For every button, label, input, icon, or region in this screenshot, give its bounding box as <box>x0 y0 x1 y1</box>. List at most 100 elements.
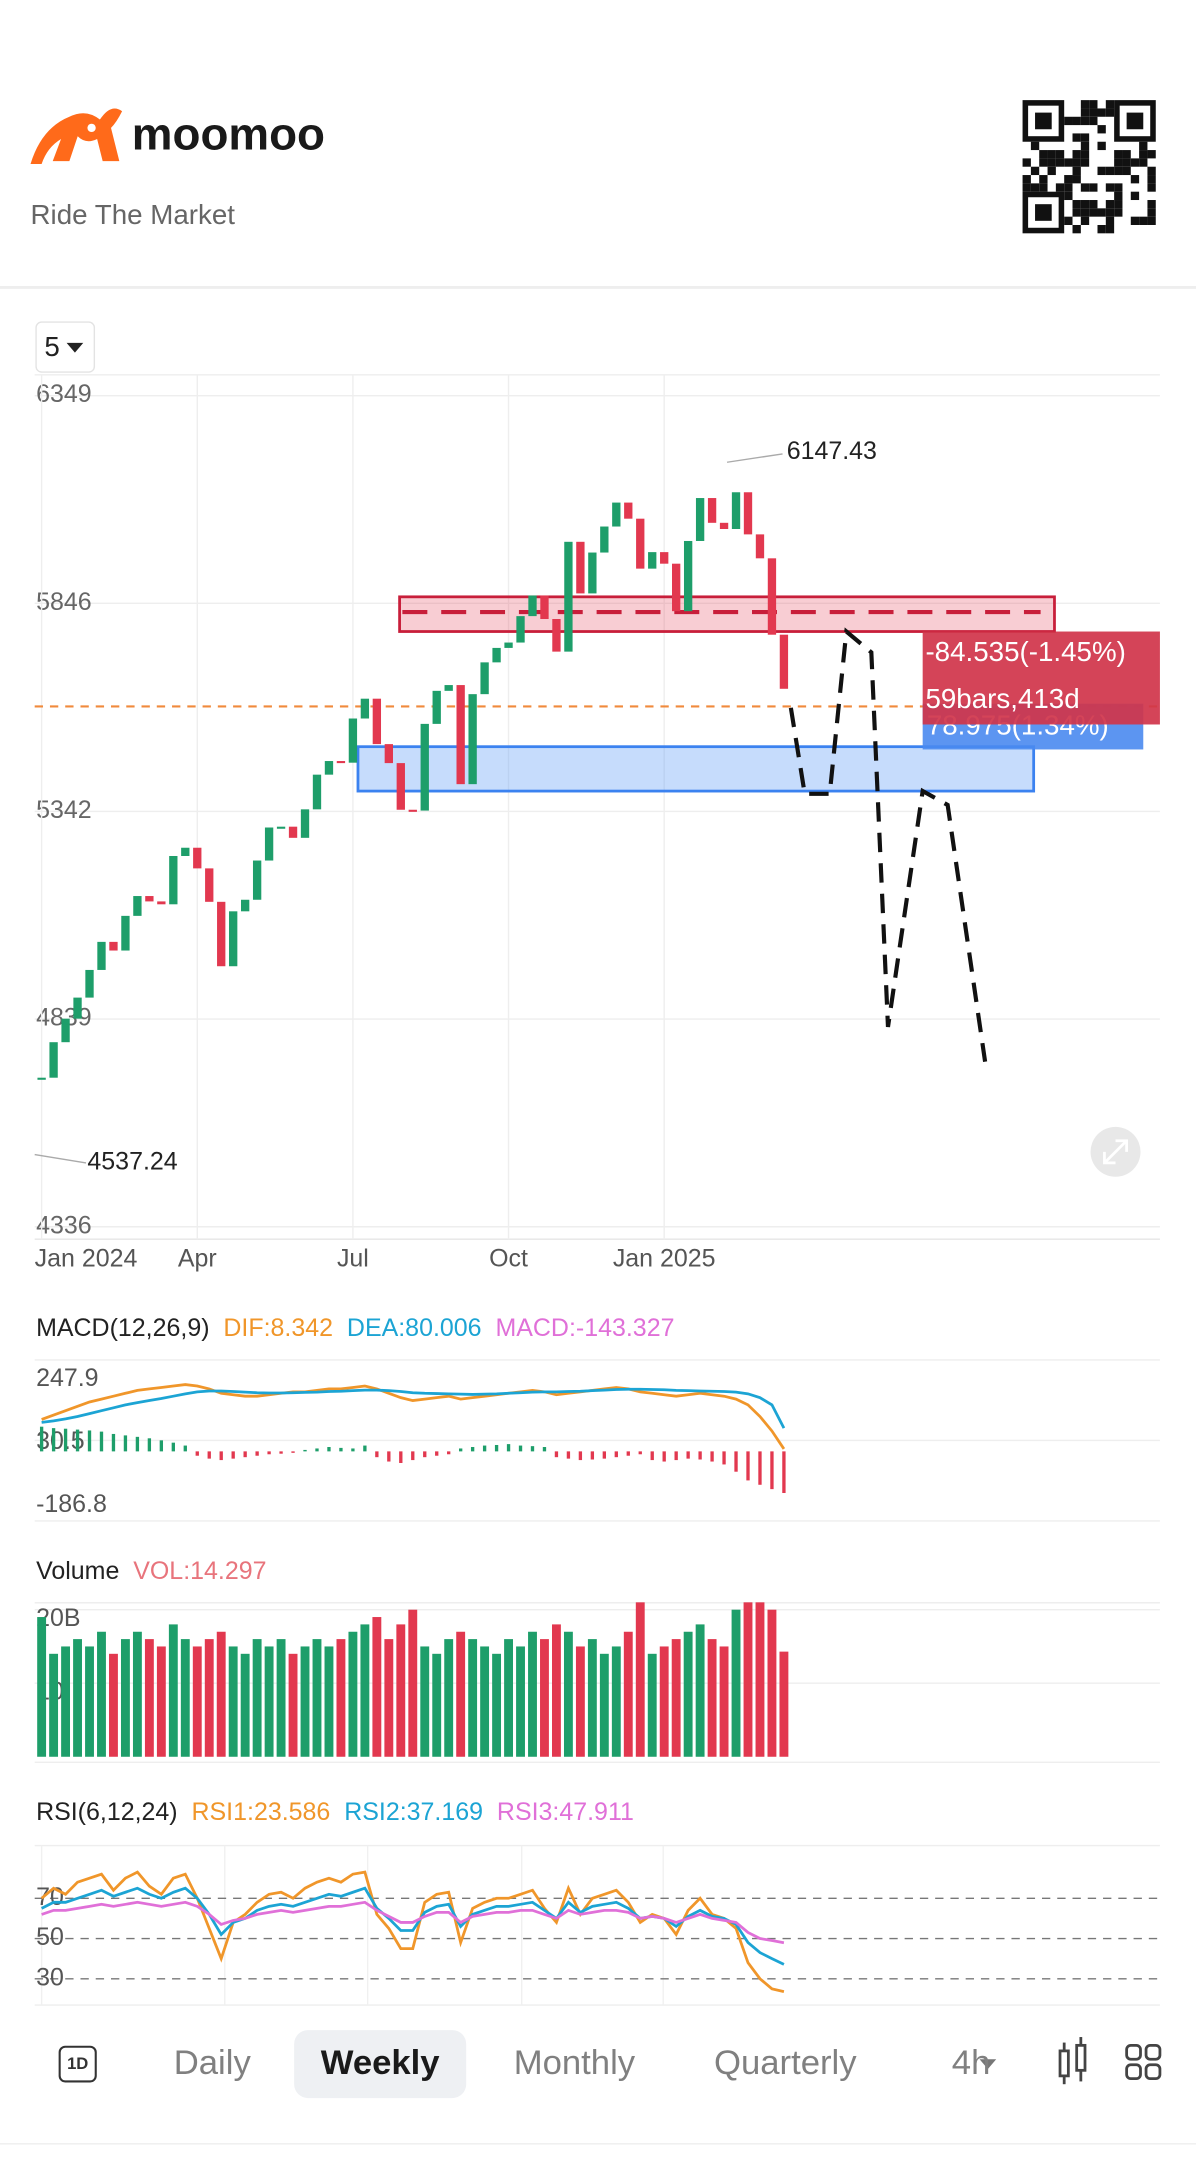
volume-bar <box>540 1639 549 1757</box>
macd-bar <box>207 1451 211 1459</box>
macd-bar <box>734 1451 738 1472</box>
candle <box>252 860 262 900</box>
tab[interactable]: 1D <box>67 2054 88 2073</box>
qr-cell <box>1072 116 1081 126</box>
candle-icon[interactable] <box>1058 2037 1087 2085</box>
qr-cell <box>1147 200 1156 209</box>
volume-bar <box>288 1653 298 1757</box>
period-value[interactable]: 5 <box>44 331 59 362</box>
candle <box>97 941 106 970</box>
candle <box>564 541 573 652</box>
volume-bar <box>575 1646 585 1757</box>
qr-cell <box>1055 183 1065 192</box>
candle <box>504 642 513 648</box>
volume-bar <box>264 1646 274 1757</box>
macd-bar <box>255 1451 259 1456</box>
qr-cell <box>1089 200 1098 209</box>
qr-cell <box>1072 133 1081 142</box>
x-tick-label: Jan 2025 <box>613 1245 716 1273</box>
macd-bar <box>614 1451 618 1458</box>
qr-cell <box>1089 208 1098 217</box>
macd-bar <box>87 1430 92 1452</box>
candle <box>336 761 346 764</box>
macd-bar <box>554 1451 559 1458</box>
candle <box>731 492 741 530</box>
macd-bar <box>758 1451 762 1485</box>
dropdown-arrow[interactable] <box>66 342 84 353</box>
dropdown-arrow[interactable] <box>979 2059 997 2069</box>
macd-bar <box>315 1448 319 1452</box>
candle <box>169 855 178 905</box>
macd-bar <box>566 1451 571 1459</box>
qr-cell <box>1139 158 1148 167</box>
tab[interactable]: Monthly <box>514 2044 636 2082</box>
candle <box>552 619 561 652</box>
qr-cell <box>1105 183 1115 192</box>
volume-bar <box>743 1602 753 1757</box>
tab[interactable]: Quarterly <box>714 2044 857 2082</box>
qr-cell <box>1039 150 1048 159</box>
tab-1d-frame[interactable] <box>58 2045 97 2083</box>
high-label: 6147.43 <box>787 437 877 465</box>
macd-bar <box>231 1451 235 1459</box>
candle <box>648 552 657 569</box>
volume-bar <box>707 1639 717 1757</box>
qr-cell <box>1089 183 1098 192</box>
qr-cell <box>1097 166 1106 176</box>
qr-cell <box>1072 200 1081 209</box>
period-selector[interactable] <box>35 321 96 373</box>
volume-bar <box>504 1639 513 1757</box>
macd-bar <box>219 1451 223 1461</box>
volume-bar <box>228 1646 238 1757</box>
macd-bar <box>518 1445 523 1452</box>
qr-cell <box>1097 125 1106 134</box>
macd-bar <box>698 1451 702 1460</box>
volume-bar <box>61 1646 71 1757</box>
volume-bar <box>671 1639 681 1757</box>
tab[interactable]: Weekly <box>321 2044 441 2082</box>
volume-bar <box>623 1631 633 1757</box>
measure-label: -84.535(-1.45%) <box>925 636 1125 667</box>
volume-bar <box>635 1602 645 1757</box>
qr-cell <box>1064 191 1073 201</box>
qr-cell <box>1080 108 1090 117</box>
volume-bar <box>599 1653 609 1757</box>
qr-cell <box>1114 191 1123 201</box>
legend-entry: MACD:-143.327 <box>495 1314 674 1342</box>
qr-cell <box>1072 175 1081 184</box>
volume-bar <box>480 1646 490 1757</box>
y-tick-label: 70 <box>36 1883 64 1911</box>
volume-bar <box>240 1653 250 1757</box>
volume-bar <box>587 1639 597 1757</box>
legend-entry: RSI1:23.586 <box>192 1798 331 1826</box>
qr-finder <box>1114 100 1156 142</box>
qr-cell <box>1064 175 1073 184</box>
macd-bar <box>458 1448 463 1452</box>
grid-icon[interactable] <box>1125 2043 1162 2081</box>
candle <box>384 744 393 764</box>
candle <box>37 1077 46 1080</box>
volume-bar <box>372 1617 382 1757</box>
macd-bar <box>111 1433 116 1452</box>
macd-bar <box>470 1447 475 1452</box>
tab[interactable]: 4h <box>952 2044 991 2082</box>
qr-cell <box>1039 175 1048 184</box>
volume-bar <box>719 1646 729 1757</box>
qr-cell <box>1022 183 1031 192</box>
y-tick-label: 247.9 <box>36 1364 98 1392</box>
volume-bar <box>216 1631 226 1757</box>
qr-cell <box>1047 150 1056 159</box>
macd-bar <box>387 1451 391 1462</box>
qr-cell <box>1080 133 1090 142</box>
qr-cell <box>1105 100 1115 109</box>
macd-bar <box>375 1451 379 1458</box>
qr-cell <box>1064 183 1073 192</box>
macd-bar <box>279 1451 283 1454</box>
macd-bar <box>243 1451 247 1458</box>
tab[interactable]: Daily <box>174 2044 252 2082</box>
macd-bar <box>39 1426 44 1452</box>
volume-bar <box>552 1624 561 1757</box>
volume-bar <box>731 1609 741 1757</box>
qr-cell <box>1130 191 1140 201</box>
